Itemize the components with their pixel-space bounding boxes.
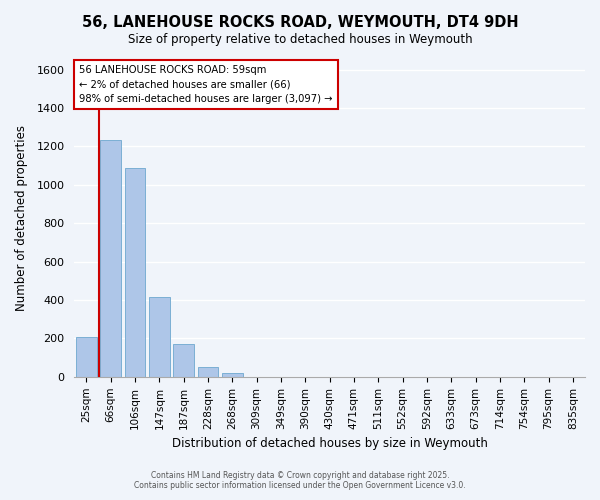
- Text: Contains HM Land Registry data © Crown copyright and database right 2025.
Contai: Contains HM Land Registry data © Crown c…: [134, 470, 466, 490]
- Bar: [222, 372, 242, 377]
- X-axis label: Distribution of detached houses by size in Weymouth: Distribution of detached houses by size …: [172, 437, 488, 450]
- Text: Size of property relative to detached houses in Weymouth: Size of property relative to detached ho…: [128, 32, 472, 46]
- Bar: [125, 168, 145, 377]
- Bar: [76, 338, 97, 377]
- Bar: [100, 140, 121, 377]
- Text: 56, LANEHOUSE ROCKS ROAD, WEYMOUTH, DT4 9DH: 56, LANEHOUSE ROCKS ROAD, WEYMOUTH, DT4 …: [82, 15, 518, 30]
- Bar: [173, 344, 194, 377]
- Text: 56 LANEHOUSE ROCKS ROAD: 59sqm
← 2% of detached houses are smaller (66)
98% of s: 56 LANEHOUSE ROCKS ROAD: 59sqm ← 2% of d…: [79, 65, 333, 104]
- Y-axis label: Number of detached properties: Number of detached properties: [15, 126, 28, 312]
- Bar: [197, 367, 218, 377]
- Bar: [149, 297, 170, 377]
